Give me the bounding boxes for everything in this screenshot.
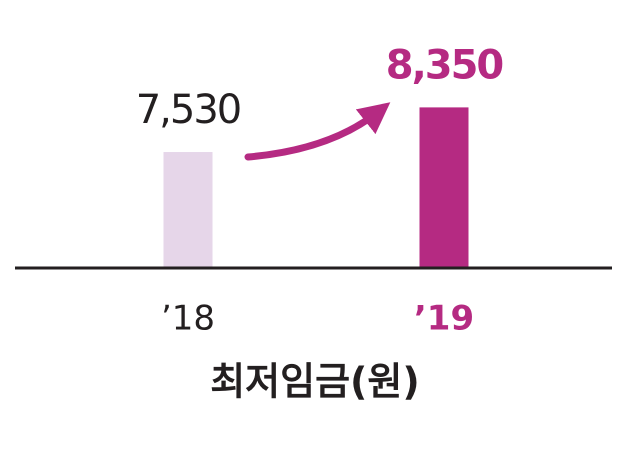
x-tick-label: ’18: [161, 299, 215, 339]
bar: [163, 152, 213, 268]
bar: [419, 107, 469, 268]
x-tick-label: ’19: [414, 299, 474, 339]
trend-arrow: [244, 102, 391, 161]
value-label: 8,350: [386, 42, 503, 88]
value-label: 7,530: [136, 87, 241, 133]
chart-title: 최저임금(원): [210, 360, 420, 404]
